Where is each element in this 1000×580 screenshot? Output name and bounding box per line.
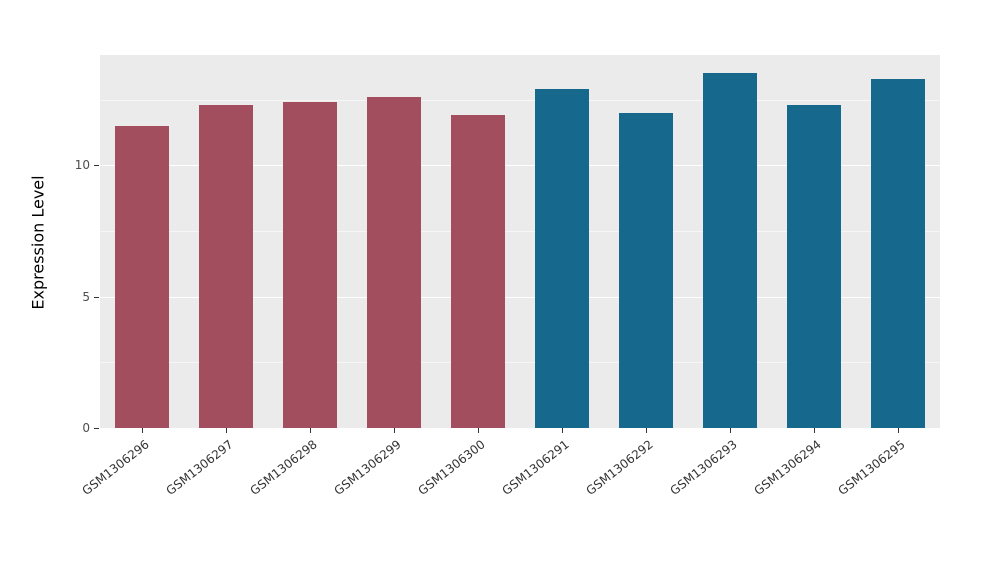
bar-GSM1306298 xyxy=(282,102,338,428)
bar-GSM1306295 xyxy=(870,78,926,428)
x-tick-label-GSM1306295: GSM1306295 xyxy=(835,437,909,498)
bar-GSM1306296 xyxy=(114,125,170,428)
major-gridline-0 xyxy=(100,428,940,429)
bar-GSM1306292 xyxy=(618,112,674,428)
minor-gridline-2 xyxy=(100,99,940,101)
bar-GSM1306294 xyxy=(786,104,842,428)
y-tick-mark-5 xyxy=(94,296,99,298)
x-tick-mark-3 xyxy=(394,428,395,433)
x-tick-mark-8 xyxy=(814,428,815,433)
x-tick-mark-1 xyxy=(226,428,227,433)
x-tick-label-GSM1306300: GSM1306300 xyxy=(415,437,489,498)
major-gridline-10 xyxy=(100,165,940,167)
x-tick-mark-6 xyxy=(646,428,647,433)
y-tick-mark-10 xyxy=(94,165,99,167)
x-tick-label-GSM1306296: GSM1306296 xyxy=(79,437,153,498)
y-tick-label-5: 5 xyxy=(82,289,90,304)
x-tick-label-GSM1306293: GSM1306293 xyxy=(667,437,741,498)
y-axis-title: Expression Level xyxy=(28,175,48,310)
x-tick-mark-0 xyxy=(142,428,143,433)
x-tick-mark-4 xyxy=(478,428,479,433)
minor-gridline-1 xyxy=(100,230,940,232)
major-gridline-5 xyxy=(100,296,940,298)
y-tick-label-0: 0 xyxy=(82,421,90,435)
y-tick-mark-0 xyxy=(94,428,99,429)
bar-GSM1306297 xyxy=(198,104,254,428)
y-tick-label-10: 10 xyxy=(74,158,90,173)
x-tick-mark-2 xyxy=(310,428,311,433)
x-tick-label-GSM1306294: GSM1306294 xyxy=(751,437,825,498)
x-tick-mark-5 xyxy=(562,428,563,433)
plot-panel xyxy=(100,55,940,429)
x-tick-label-GSM1306299: GSM1306299 xyxy=(331,437,405,498)
x-tick-label-GSM1306291: GSM1306291 xyxy=(499,437,573,498)
x-tick-label-GSM1306298: GSM1306298 xyxy=(247,437,321,498)
bar-GSM1306300 xyxy=(450,115,506,428)
x-tick-label-GSM1306292: GSM1306292 xyxy=(583,437,657,498)
x-tick-label-GSM1306297: GSM1306297 xyxy=(163,437,237,498)
bar-GSM1306299 xyxy=(366,97,422,428)
bar-GSM1306291 xyxy=(534,89,590,428)
x-tick-mark-9 xyxy=(898,428,899,433)
bar-GSM1306293 xyxy=(702,73,758,428)
minor-gridline-0 xyxy=(100,362,940,364)
x-tick-mark-7 xyxy=(730,428,731,433)
